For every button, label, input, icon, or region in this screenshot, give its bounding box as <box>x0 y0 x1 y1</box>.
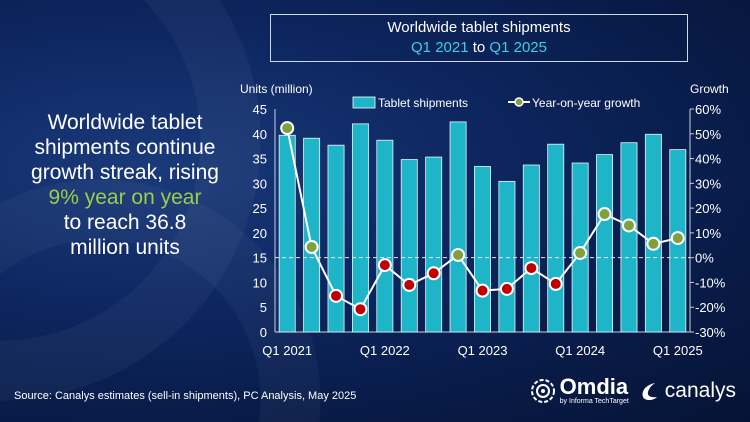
headline-line: million units <box>70 236 180 259</box>
growth-point <box>597 207 612 222</box>
y-left-tick-label: 35 <box>253 152 267 167</box>
y-left-tick-label: 40 <box>253 127 267 142</box>
headline-highlight: 9% year on year <box>48 186 202 209</box>
y-left-tick-label: 45 <box>253 102 267 117</box>
bar <box>547 143 565 333</box>
y-right-tick-label: 0% <box>695 251 714 266</box>
x-tick-label: Q1 2025 <box>653 343 703 358</box>
y-left-tick-label: 15 <box>253 251 267 266</box>
bar <box>644 133 662 333</box>
legend-bar-swatch <box>352 96 376 109</box>
y-right-label: Growth <box>690 82 729 96</box>
bar <box>400 159 418 333</box>
y-right-tick-label: 30% <box>695 176 721 191</box>
bar <box>474 166 491 333</box>
y-right-tick-label: 20% <box>695 201 721 216</box>
y-left-tick-label: 25 <box>253 201 267 216</box>
growth-point <box>499 281 514 296</box>
title-from: Q1 2021 <box>411 39 469 56</box>
growth-point <box>304 240 319 255</box>
growth-point <box>280 121 295 136</box>
y-left-tick-label: 0 <box>260 325 267 340</box>
bar <box>498 180 516 333</box>
headline-line: shipments continue <box>34 136 216 159</box>
legend-bar-label: Tablet shipments <box>378 96 468 110</box>
growth-point <box>548 276 563 291</box>
chart-title: Worldwide tablet shipments Q1 2021 to Q1… <box>270 14 688 62</box>
logos: Omdia by Informa TechTarget canalys <box>530 376 736 406</box>
y-left-tick-label: 10 <box>253 275 267 290</box>
growth-point <box>573 245 588 260</box>
y-left-tick-label: 30 <box>253 176 267 191</box>
y-left-tick-label: 5 <box>260 300 267 315</box>
legend-line-marker <box>514 97 524 107</box>
legend-line-label: Year-on-year growth <box>532 96 640 110</box>
omdia-sub: by Informa TechTarget <box>559 398 629 405</box>
growth-point <box>329 288 344 303</box>
growth-point <box>426 266 441 281</box>
growth-point <box>646 236 661 251</box>
y-right-tick-label: 40% <box>695 152 721 167</box>
y-right-tick-label: -20% <box>695 300 726 315</box>
bar <box>278 134 296 333</box>
growth-point <box>451 247 466 262</box>
bar <box>376 139 394 333</box>
canalys-text: canalys <box>664 379 736 402</box>
growth-point <box>524 261 539 276</box>
omdia-text: Omdia <box>559 374 629 399</box>
bar <box>620 142 638 333</box>
headline-line: growth streak, rising <box>31 161 219 184</box>
bar <box>449 121 467 333</box>
bar <box>425 156 443 333</box>
canalys-logo: canalys <box>639 379 736 403</box>
x-tick-label: Q1 2024 <box>555 343 605 358</box>
y-right-tick-label: -10% <box>695 275 726 290</box>
omdia-mark-icon <box>530 379 555 403</box>
y-right-tick-label: 50% <box>695 127 721 142</box>
title-until: Q1 2025 <box>489 39 547 56</box>
source-note: Source: Canalys estimates (sell-in shipm… <box>14 390 357 402</box>
growth-point <box>475 283 490 298</box>
bar <box>327 144 345 333</box>
y-left-label: Units (million) <box>240 82 313 96</box>
y-right-tick-label: -30% <box>695 325 726 340</box>
y-right-tick-label: 60% <box>695 102 721 117</box>
y-left-tick-label: 20 <box>253 226 267 241</box>
chart: 0 5 10 15 20 25 30 35 40 45 -30% -20% -10% 0% 10% 20% 30… <box>240 82 729 358</box>
bar <box>303 137 321 333</box>
growth-point <box>377 258 392 273</box>
growth-point <box>353 302 368 317</box>
headline-line: Worldwide tablet <box>47 111 203 134</box>
growth-point <box>670 231 685 246</box>
title-to: to <box>472 39 486 56</box>
omdia-logo: Omdia by Informa TechTarget <box>530 376 629 406</box>
x-tick-label: Q1 2021 <box>262 343 312 358</box>
x-tick-label: Q1 2022 <box>360 343 410 358</box>
bar <box>522 164 540 333</box>
y-right-tick-label: 10% <box>695 226 721 241</box>
growth-point <box>402 277 417 292</box>
headline-line: to reach 36.8 <box>63 211 187 234</box>
canalys-mark-icon <box>642 383 657 400</box>
growth-point <box>621 218 636 233</box>
headline: Worldwide tablet shipments continue grow… <box>10 110 240 260</box>
chart-title-main: Worldwide tablet shipments <box>387 19 571 36</box>
x-tick-label: Q1 2023 <box>458 343 508 358</box>
bar <box>596 154 614 333</box>
bar <box>351 123 369 333</box>
